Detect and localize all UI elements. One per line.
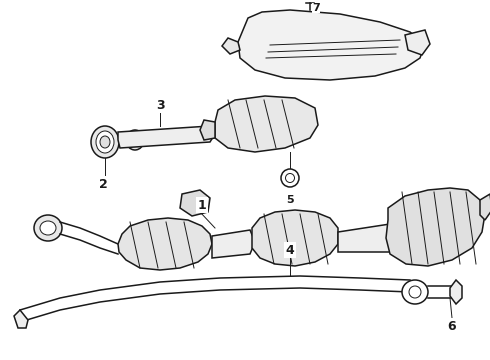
Ellipse shape bbox=[96, 131, 114, 153]
Polygon shape bbox=[238, 10, 425, 80]
Polygon shape bbox=[405, 30, 430, 55]
Polygon shape bbox=[14, 310, 28, 328]
Ellipse shape bbox=[130, 134, 140, 146]
Polygon shape bbox=[480, 194, 490, 220]
Ellipse shape bbox=[34, 215, 62, 241]
Polygon shape bbox=[200, 120, 215, 140]
Text: 2: 2 bbox=[98, 177, 107, 190]
Text: 7: 7 bbox=[312, 3, 320, 13]
Polygon shape bbox=[450, 280, 462, 304]
Polygon shape bbox=[180, 190, 210, 216]
Polygon shape bbox=[222, 38, 240, 54]
Text: 1: 1 bbox=[197, 198, 206, 212]
Text: 4: 4 bbox=[286, 243, 294, 257]
Ellipse shape bbox=[409, 286, 421, 298]
Ellipse shape bbox=[402, 280, 428, 304]
Polygon shape bbox=[118, 126, 215, 148]
Polygon shape bbox=[252, 210, 338, 266]
Polygon shape bbox=[215, 96, 318, 152]
Ellipse shape bbox=[281, 169, 299, 187]
Ellipse shape bbox=[126, 130, 144, 150]
Ellipse shape bbox=[286, 174, 294, 183]
Polygon shape bbox=[386, 188, 485, 266]
Text: 5: 5 bbox=[286, 195, 294, 205]
Polygon shape bbox=[212, 230, 255, 258]
Ellipse shape bbox=[91, 126, 119, 158]
Polygon shape bbox=[338, 224, 392, 252]
Text: 6: 6 bbox=[448, 320, 456, 333]
Text: 3: 3 bbox=[156, 99, 164, 112]
Ellipse shape bbox=[40, 221, 56, 235]
Polygon shape bbox=[118, 218, 212, 270]
Ellipse shape bbox=[100, 136, 110, 148]
